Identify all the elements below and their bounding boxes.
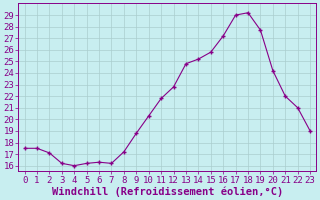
X-axis label: Windchill (Refroidissement éolien,°C): Windchill (Refroidissement éolien,°C)	[52, 186, 283, 197]
